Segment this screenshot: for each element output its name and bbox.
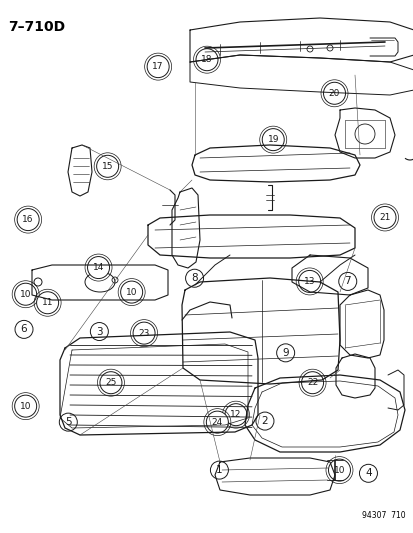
Text: 24: 24 bbox=[211, 418, 223, 426]
Circle shape bbox=[358, 464, 377, 482]
Text: 10: 10 bbox=[333, 466, 344, 474]
Text: 7–710D: 7–710D bbox=[8, 20, 65, 34]
Text: 10: 10 bbox=[126, 288, 137, 296]
Text: 21: 21 bbox=[378, 213, 390, 222]
Text: 94307  710: 94307 710 bbox=[361, 511, 405, 520]
Text: 8: 8 bbox=[191, 273, 197, 283]
Text: 14: 14 bbox=[93, 263, 104, 272]
Text: 17: 17 bbox=[152, 62, 164, 71]
Circle shape bbox=[14, 283, 37, 305]
Text: 6: 6 bbox=[21, 325, 27, 334]
Text: 1: 1 bbox=[216, 465, 222, 475]
Text: 10: 10 bbox=[20, 402, 31, 410]
Circle shape bbox=[96, 155, 119, 177]
Text: 19: 19 bbox=[267, 135, 278, 144]
Text: 12: 12 bbox=[230, 410, 241, 419]
Circle shape bbox=[90, 322, 108, 341]
Text: 20: 20 bbox=[328, 89, 339, 98]
Circle shape bbox=[323, 82, 345, 104]
Text: 16: 16 bbox=[22, 215, 34, 224]
Circle shape bbox=[301, 372, 323, 394]
Circle shape bbox=[261, 128, 284, 151]
Circle shape bbox=[120, 281, 142, 303]
Text: 9: 9 bbox=[282, 348, 288, 358]
Text: 13: 13 bbox=[303, 277, 315, 286]
Text: 15: 15 bbox=[102, 162, 113, 171]
Text: 25: 25 bbox=[105, 378, 116, 387]
Text: 11: 11 bbox=[42, 298, 53, 307]
Circle shape bbox=[255, 412, 273, 430]
Circle shape bbox=[224, 403, 247, 426]
Text: 23: 23 bbox=[138, 329, 150, 337]
Circle shape bbox=[195, 49, 218, 71]
Circle shape bbox=[147, 55, 169, 78]
Text: 22: 22 bbox=[306, 378, 318, 387]
Text: 3: 3 bbox=[96, 327, 102, 336]
Text: 5: 5 bbox=[65, 417, 71, 427]
Circle shape bbox=[328, 459, 350, 481]
Circle shape bbox=[15, 320, 33, 338]
Circle shape bbox=[185, 269, 203, 287]
Circle shape bbox=[87, 256, 109, 279]
Circle shape bbox=[206, 411, 228, 433]
Circle shape bbox=[373, 206, 395, 229]
Circle shape bbox=[59, 413, 77, 431]
Circle shape bbox=[210, 461, 228, 479]
Text: 2: 2 bbox=[261, 416, 268, 426]
Circle shape bbox=[36, 292, 59, 314]
Circle shape bbox=[276, 344, 294, 362]
Circle shape bbox=[338, 272, 356, 290]
Circle shape bbox=[17, 208, 39, 231]
Circle shape bbox=[100, 372, 122, 394]
Text: 4: 4 bbox=[364, 469, 371, 478]
Circle shape bbox=[133, 322, 155, 344]
Circle shape bbox=[298, 270, 320, 293]
Circle shape bbox=[14, 395, 37, 417]
Text: 7: 7 bbox=[344, 277, 350, 286]
Text: 10: 10 bbox=[20, 290, 31, 298]
Text: 18: 18 bbox=[201, 55, 212, 64]
